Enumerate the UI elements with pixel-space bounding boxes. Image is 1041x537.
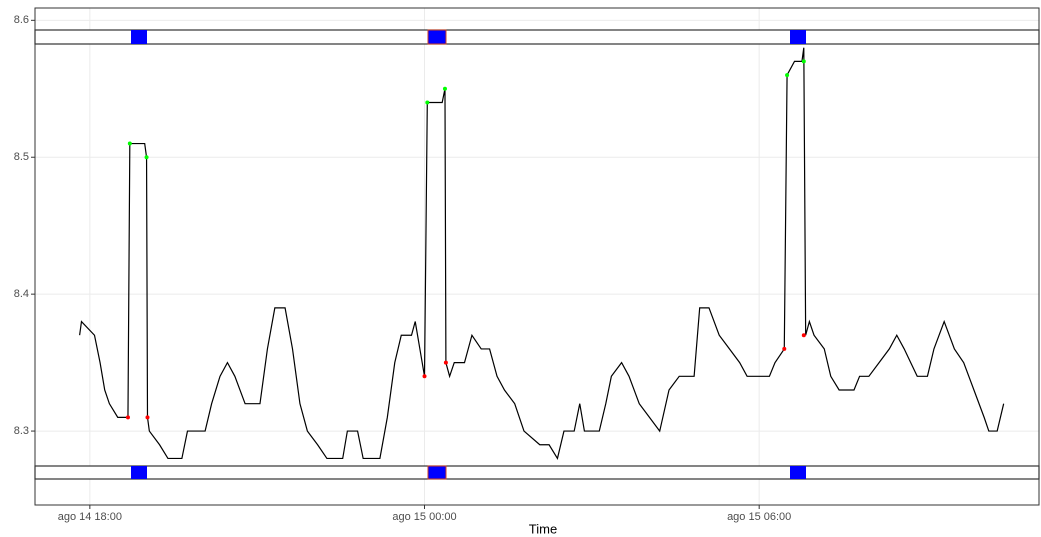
panel	[35, 8, 1039, 505]
x-tick-label: ago 15 06:00	[727, 511, 791, 523]
point	[145, 415, 150, 420]
x-tick-label: ago 15 00:00	[392, 511, 456, 523]
panel-border	[34, 7, 1040, 506]
band-marker	[790, 466, 806, 479]
grid	[35, 8, 1039, 505]
point	[443, 360, 448, 365]
band-marker	[131, 30, 147, 44]
band	[34, 29, 1040, 45]
top-band	[34, 29, 1040, 45]
band-marker	[427, 465, 447, 480]
point	[782, 346, 787, 351]
band-marker	[790, 30, 806, 44]
y-tick-label: 8.3	[14, 425, 29, 437]
y-tick-label: 8.6	[14, 14, 29, 26]
x-axis-title: Time	[529, 521, 557, 536]
y-tick-label: 8.5	[14, 151, 29, 163]
point	[785, 73, 790, 78]
point	[801, 59, 806, 64]
band-marker	[427, 29, 447, 45]
band	[34, 465, 1040, 480]
y-tick-label: 8.4	[14, 288, 29, 300]
data	[79, 47, 1005, 461]
point	[144, 155, 149, 160]
band-marker	[131, 466, 147, 479]
x-tick-label: ago 14 18:00	[58, 511, 122, 523]
point	[801, 333, 806, 338]
point	[125, 415, 130, 420]
point	[422, 374, 427, 379]
point	[425, 100, 430, 105]
point	[442, 86, 447, 91]
bottom-band	[34, 465, 1040, 480]
series-line	[79, 47, 1005, 461]
point	[127, 141, 132, 146]
